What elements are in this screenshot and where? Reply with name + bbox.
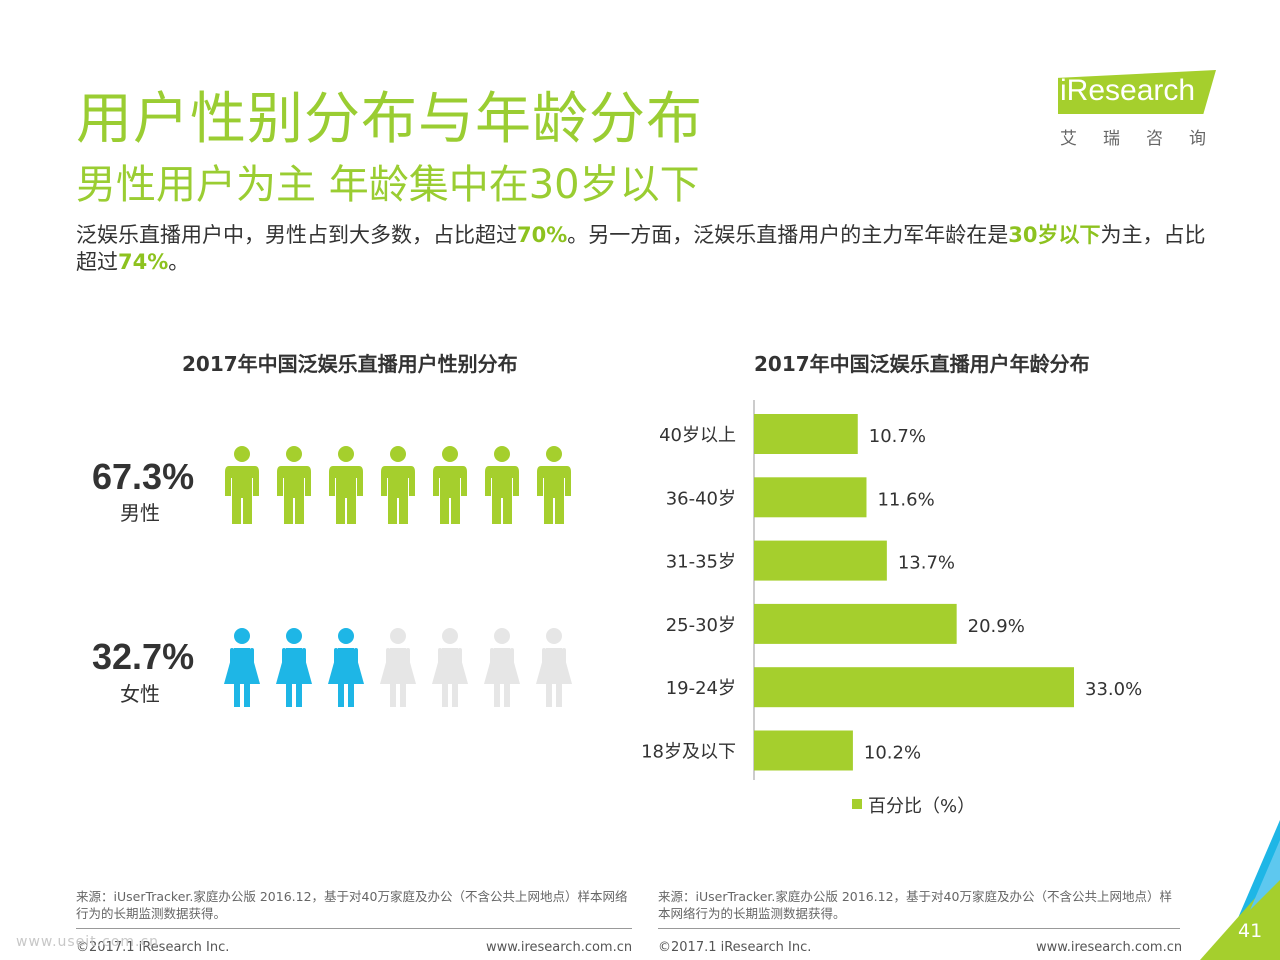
right-copyright: ©2017.1 iResearch Inc.: [658, 940, 812, 955]
female-label: 女性: [120, 682, 160, 706]
age-category-label: 25-30岁: [666, 615, 736, 636]
age-category-label: 40岁以上: [659, 425, 736, 446]
left-source-note: 来源：iUserTracker.家庭办公版 2016.12，基于对40万家庭及办…: [76, 889, 628, 921]
corner-decoration: [1200, 820, 1280, 960]
page-subtitle: 男性用户为主 年龄集中在30岁以下: [76, 162, 700, 208]
age-value-label: 10.2%: [864, 743, 921, 764]
age-category-label: 31-35岁: [666, 552, 736, 573]
age-bar: [754, 730, 853, 771]
male-person-icon: [433, 446, 467, 524]
female-person-icon: [276, 628, 312, 707]
legend-swatch: [852, 799, 862, 809]
age-chart-title: 2017年中国泛娱乐直播用户年龄分布: [754, 352, 1090, 376]
age-category-label: 18岁及以下: [641, 742, 736, 763]
left-divider: [76, 928, 632, 929]
age-category-label: 19-24岁: [666, 678, 736, 699]
age-bar: [754, 603, 957, 644]
page-number: 41: [1238, 920, 1263, 942]
female-person-icon: [380, 628, 416, 707]
age-value-label: 10.7%: [869, 426, 926, 447]
age-bar: [754, 414, 858, 454]
left-website: www.iresearch.com.cn: [486, 940, 633, 955]
male-label: 男性: [120, 501, 160, 525]
age-category-label: 36-40岁: [666, 488, 736, 509]
female-icon-row: [224, 628, 572, 707]
male-person-icon: [225, 446, 259, 524]
right-website: www.iresearch.com.cn: [1036, 940, 1183, 955]
male-person-icon: [381, 446, 415, 524]
age-value-label: 11.6%: [877, 489, 934, 510]
desc-text: 。另一方面，泛娱乐直播用户的主力军年龄在是: [567, 223, 1009, 247]
age-bar: [754, 477, 867, 518]
male-person-icon: [329, 446, 363, 524]
page-title: 用户性别分布与年龄分布: [76, 87, 703, 152]
female-percentage: 32.7%: [92, 636, 195, 677]
right-source-note: 来源：iUserTracker.家庭办公版 2016.12，基于对40万家庭及办…: [658, 889, 1172, 921]
male-person-icon: [277, 446, 311, 524]
female-person-icon: [432, 628, 468, 707]
iresearch-logo: iResearch 艾瑞咨询: [1058, 66, 1228, 152]
age-bar: [754, 540, 887, 581]
gender-chart-title: 2017年中国泛娱乐直播用户性别分布: [182, 352, 518, 376]
male-percentage: 67.3%: [92, 456, 195, 497]
desc-text: 泛娱乐直播用户中，男性占到大多数，占比超过: [76, 223, 517, 247]
female-person-icon: [328, 628, 364, 707]
age-bar: [754, 667, 1074, 708]
female-person-icon: [536, 628, 572, 707]
desc-highlight: 30岁以下: [1008, 223, 1101, 247]
desc-text: 。: [168, 250, 190, 274]
age-value-label: 33.0%: [1085, 679, 1142, 700]
desc-text: 为主，占比超过: [76, 223, 1206, 274]
logo-cn: 艾瑞咨询: [1060, 129, 1232, 149]
age-value-label: 13.7%: [898, 553, 955, 574]
female-person-icon: [224, 628, 260, 707]
logo-band: [1058, 70, 1216, 114]
male-icon-row: [225, 446, 571, 524]
male-person-icon: [537, 446, 571, 524]
age-value-label: 20.9%: [968, 616, 1025, 637]
left-copyright: ©2017.1 iResearch Inc.: [76, 940, 230, 955]
desc-highlight: 74%: [118, 250, 169, 274]
male-person-icon: [485, 446, 519, 524]
description: 泛娱乐直播用户中，男性占到大多数，占比超过70%。另一方面，泛娱乐直播用户的主力…: [76, 222, 1216, 276]
logo-brand: iResearch: [1060, 74, 1196, 107]
age-bar-chart: 40岁以上 10.7% 36-40岁 11.6% 31-35岁 13.7% 25-30岁 20…: [641, 400, 1142, 817]
female-person-icon: [484, 628, 520, 707]
desc-highlight: 70%: [517, 223, 568, 247]
legend-label: 百分比（%）: [868, 796, 975, 817]
watermark: www.useit.com.cn: [16, 934, 160, 950]
right-divider: [658, 928, 1180, 929]
